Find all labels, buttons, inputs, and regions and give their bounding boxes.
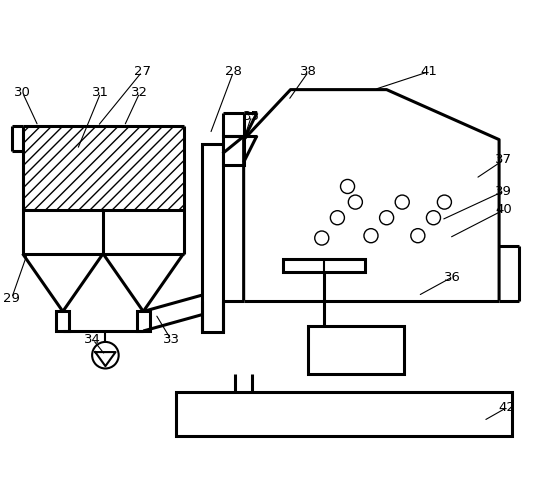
Text: 34: 34 bbox=[85, 333, 101, 346]
Bar bbox=[223, 136, 244, 166]
Text: 31: 31 bbox=[92, 86, 109, 99]
Bar bbox=[283, 259, 365, 272]
Text: 32: 32 bbox=[131, 86, 149, 99]
Text: 30: 30 bbox=[14, 86, 31, 99]
Text: 38: 38 bbox=[300, 65, 317, 78]
Text: 39: 39 bbox=[495, 185, 512, 198]
Bar bbox=[23, 126, 184, 210]
Text: 27: 27 bbox=[134, 65, 151, 78]
Text: 29: 29 bbox=[3, 292, 20, 305]
Text: 41: 41 bbox=[421, 65, 437, 78]
Bar bbox=[176, 392, 512, 436]
Text: 37: 37 bbox=[495, 153, 512, 167]
Text: 33: 33 bbox=[163, 333, 179, 346]
Bar bbox=[308, 325, 404, 374]
Bar bbox=[202, 144, 223, 332]
Text: 40: 40 bbox=[495, 204, 512, 216]
Text: 42: 42 bbox=[499, 401, 515, 414]
Bar bbox=[56, 312, 69, 331]
Text: 36: 36 bbox=[444, 271, 461, 283]
Text: 35: 35 bbox=[243, 110, 260, 123]
Text: 28: 28 bbox=[225, 65, 242, 78]
Bar bbox=[137, 312, 150, 331]
